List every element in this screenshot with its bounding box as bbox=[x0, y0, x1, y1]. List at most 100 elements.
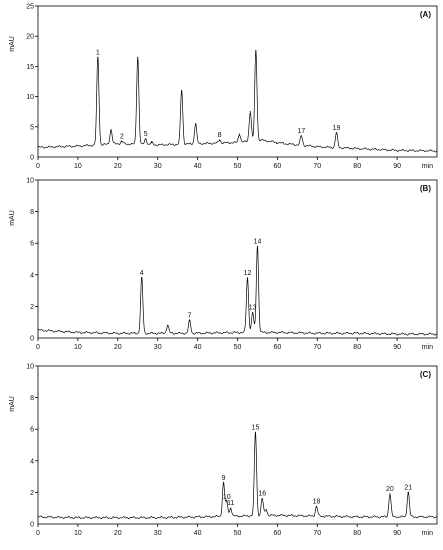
x-tick-label: 70 bbox=[313, 344, 321, 351]
peak-label: 19 bbox=[333, 125, 341, 132]
peak-apex bbox=[145, 138, 147, 140]
peak-apex bbox=[407, 491, 409, 493]
peak-apex bbox=[230, 507, 232, 509]
x-tick-label: 50 bbox=[234, 344, 242, 351]
peak-apex bbox=[265, 509, 267, 511]
y-tick-label: 0 bbox=[30, 155, 34, 162]
y-tick-label: 6 bbox=[30, 427, 34, 434]
peak-label: 8 bbox=[218, 132, 222, 139]
y-axis-label: mAU bbox=[9, 210, 16, 226]
peak-apex bbox=[141, 277, 143, 279]
peak-label: 1 bbox=[96, 49, 100, 56]
x-tick-label: 70 bbox=[313, 530, 321, 537]
peak-apex bbox=[218, 139, 221, 141]
x-axis-label: min bbox=[422, 163, 433, 170]
peak-apex bbox=[110, 129, 112, 131]
x-tick-label: 60 bbox=[274, 344, 282, 351]
peak-label: 9 bbox=[222, 475, 226, 482]
peak-apex bbox=[246, 277, 249, 279]
y-axis-label: mAU bbox=[9, 396, 16, 412]
y-tick-label: 2 bbox=[30, 304, 34, 311]
peak-apex bbox=[256, 245, 259, 247]
peak-label: 18 bbox=[313, 499, 321, 506]
peak-apex bbox=[252, 312, 254, 314]
peak-label: 10 bbox=[223, 494, 231, 501]
y-tick-label: 10 bbox=[26, 364, 34, 371]
x-tick-label: 30 bbox=[154, 163, 162, 170]
peak-label: 20 bbox=[386, 486, 394, 493]
peak-apex bbox=[300, 135, 302, 137]
chart-panel-2: 0 2 4 6 8 10 0 10 20 30 40 50 60 70 80 90 min mAU (B) 4 7 12 1… bbox=[9, 178, 438, 351]
y-tick-label: 0 bbox=[30, 336, 34, 343]
x-tick-label: 0 bbox=[36, 163, 40, 170]
peak-apex bbox=[189, 320, 191, 322]
x-tick-label: 20 bbox=[114, 530, 122, 537]
x-tick-label: 80 bbox=[353, 530, 361, 537]
x-tick-label: 80 bbox=[353, 163, 361, 170]
peak-label: 15 bbox=[252, 424, 260, 431]
peak-label: 11 bbox=[227, 500, 234, 507]
peak-apex bbox=[249, 111, 251, 113]
peak-apex bbox=[121, 140, 123, 142]
peak-apex bbox=[389, 493, 391, 495]
y-tick-label: 8 bbox=[30, 209, 34, 216]
y-tick-label: 10 bbox=[26, 94, 34, 101]
peak-label: 5 bbox=[144, 131, 148, 138]
panel-label: (C) bbox=[420, 370, 431, 379]
panel-label: (B) bbox=[420, 184, 431, 193]
peak-label: 2 bbox=[120, 133, 124, 140]
peak-apex bbox=[255, 50, 257, 52]
x-tick-label: 0 bbox=[36, 344, 40, 351]
peak-apex bbox=[315, 506, 318, 508]
panel-label: (A) bbox=[420, 10, 431, 19]
x-tick-label: 40 bbox=[194, 344, 202, 351]
y-tick-label: 5 bbox=[30, 124, 34, 131]
x-tick-label: 60 bbox=[274, 530, 282, 537]
y-tick-label: 20 bbox=[26, 34, 34, 41]
peak-apex bbox=[226, 501, 228, 503]
x-tick-label: 30 bbox=[154, 530, 162, 537]
x-tick-label: 50 bbox=[234, 530, 242, 537]
chromatogram-trace bbox=[37, 432, 438, 520]
y-tick-label: 4 bbox=[30, 272, 34, 279]
peak-label: 13 bbox=[249, 305, 257, 312]
y-tick-label: 8 bbox=[30, 395, 34, 402]
y-tick-label: 0 bbox=[30, 522, 34, 529]
peak-label: 14 bbox=[254, 238, 262, 245]
peak-apex bbox=[181, 89, 183, 92]
x-tick-label: 20 bbox=[114, 163, 122, 170]
peak-apex bbox=[222, 482, 225, 484]
x-tick-label: 90 bbox=[393, 530, 401, 537]
chromatogram-trace bbox=[37, 246, 438, 336]
peak-apex bbox=[195, 123, 197, 125]
y-tick-label: 25 bbox=[26, 4, 34, 11]
x-tick-label: 70 bbox=[313, 163, 321, 170]
x-tick-label: 90 bbox=[393, 163, 401, 170]
y-tick-label: 10 bbox=[26, 178, 34, 185]
plot-frame bbox=[37, 5, 438, 158]
x-tick-label: 60 bbox=[274, 163, 282, 170]
peak-apex bbox=[167, 324, 169, 326]
peak-label: 4 bbox=[140, 270, 144, 277]
peak-apex bbox=[261, 498, 263, 500]
peak-apex bbox=[254, 431, 257, 433]
peak-apex bbox=[137, 56, 139, 58]
y-tick-label: 6 bbox=[30, 241, 34, 248]
x-tick-label: 80 bbox=[353, 344, 361, 351]
x-tick-label: 20 bbox=[114, 344, 122, 351]
peak-label: 21 bbox=[404, 484, 412, 491]
y-axis-label: mAU bbox=[9, 36, 16, 52]
peak-label: 16 bbox=[258, 491, 266, 498]
peak-label: 17 bbox=[297, 128, 305, 135]
x-tick-label: 0 bbox=[36, 530, 40, 537]
y-tick-label: 4 bbox=[30, 458, 34, 465]
peak-label: 7 bbox=[188, 313, 192, 320]
x-tick-label: 40 bbox=[194, 163, 202, 170]
y-tick-label: 15 bbox=[26, 64, 34, 71]
peak-apex bbox=[97, 56, 99, 58]
peak-apex bbox=[335, 132, 338, 134]
x-tick-label: 10 bbox=[74, 344, 82, 351]
x-axis-label: min bbox=[422, 530, 433, 537]
x-tick-label: 40 bbox=[194, 530, 202, 537]
